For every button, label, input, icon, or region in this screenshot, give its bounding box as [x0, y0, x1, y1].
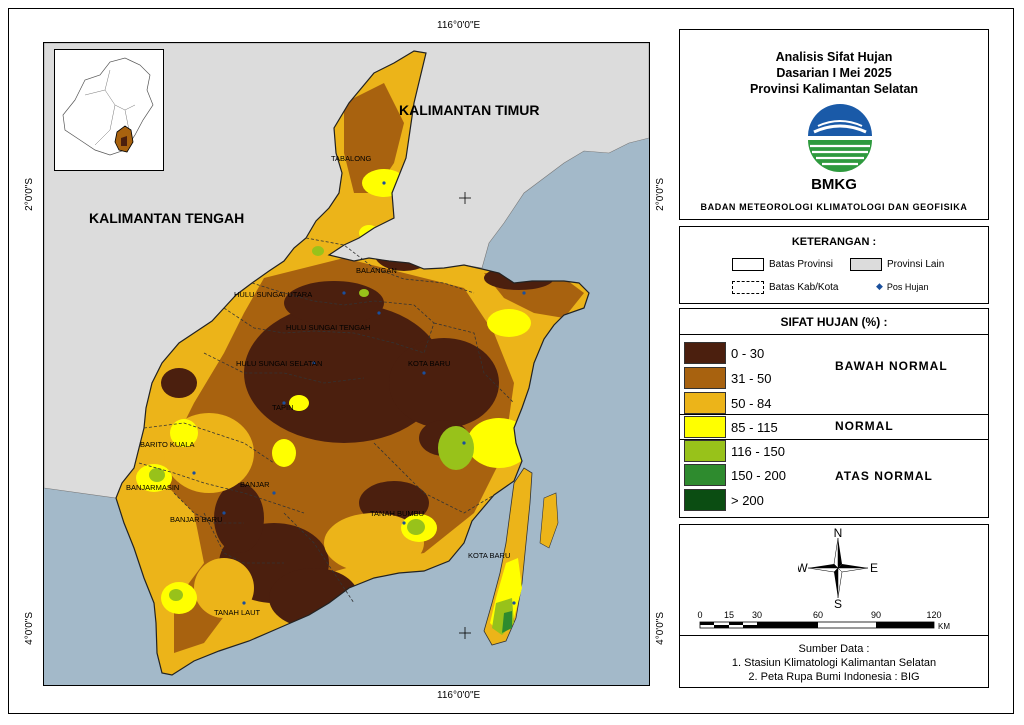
class-label: 116 - 150 — [731, 443, 785, 459]
scale-tick-15: 15 — [724, 610, 734, 620]
inset-map — [54, 49, 164, 171]
title-line-2: Dasarian I Mei 2025 — [776, 66, 892, 80]
label-tanah-bumbu: TANAH BUMBU — [370, 509, 424, 518]
divider-1 — [680, 334, 988, 335]
divider-3 — [680, 439, 988, 440]
scale-tick-30: 30 — [752, 610, 762, 620]
legend-provinsi-lain: Provinsi Lain — [850, 258, 944, 271]
bmkg-logo-text: BMKG — [811, 176, 857, 193]
label-banjarbaru: BANJAR BARU — [170, 515, 223, 524]
label-tabalong: TABALONG — [331, 154, 371, 163]
class-swatch — [684, 392, 726, 414]
legend-batas-kab-label: Batas Kab/Kota — [769, 282, 839, 293]
title-panel: Analisis Sifat Hujan Dasarian I Mei 2025… — [679, 29, 989, 220]
label-kotabaru-1: KOTA BARU — [408, 359, 450, 368]
legend-pos-hujan-label: Pos Hujan — [886, 281, 929, 292]
agency-name: BADAN METEOROLOGI KLIMATOLOGI DAN GEOFIS… — [700, 202, 968, 212]
class-swatch — [684, 342, 726, 364]
bmkg-logo — [808, 104, 872, 172]
scale-bar: 0 15 30 60 90 120 KM — [697, 610, 950, 631]
scale-unit: KM — [938, 622, 950, 631]
label-hst: HULU SUNGAI TENGAH — [286, 323, 370, 332]
scale-tick-120: 120 — [926, 610, 941, 620]
class-row: 50 - 84 — [684, 391, 986, 415]
source-panel: Sumber Data : 1. Stasiun Klimatologi Kal… — [679, 636, 989, 688]
class-swatch — [684, 464, 726, 486]
compass-n: N — [834, 528, 843, 540]
cat-atas-normal: ATAS NORMAL — [835, 469, 933, 483]
compass-w: W — [798, 561, 808, 575]
legend-batas-kab: Batas Kab/Kota — [732, 281, 839, 294]
source-title: Sumber Data : — [798, 643, 870, 655]
class-label: 31 - 50 — [731, 370, 772, 386]
district-boundaries — [138, 237, 515, 604]
scale-tick-90: 90 — [871, 610, 881, 620]
swatch-batas-provinsi — [732, 258, 764, 271]
rain-posts — [192, 181, 526, 605]
keterangan-title: KETERANGAN : — [791, 236, 877, 248]
label-banjarmasin: BANJARMASIN — [126, 483, 179, 492]
main-map[interactable]: KALIMANTAN TIMUR KALIMANTAN TENGAH TABAL… — [43, 42, 650, 686]
label-kalteng: KALIMANTAN TENGAH — [89, 210, 244, 226]
label-hsu: HULU SUNGAI UTARA — [234, 290, 312, 299]
north-arrow: N S E W — [798, 528, 878, 608]
cat-bawah-normal: BAWAH NORMAL — [835, 359, 948, 373]
compass-scale-panel: N S E W 0 15 30 60 90 120 KM — [679, 524, 989, 636]
scale-tick-60: 60 — [813, 610, 823, 620]
label-barito-kuala: BARITO KUALA — [140, 440, 194, 449]
swatch-provinsi-lain — [850, 258, 882, 271]
coord-right-lower: 4°0'0"S — [655, 612, 666, 645]
sifat-hujan-panel: SIFAT HUJAN (%) : 0 - 30 31 - 50 50 - 84 85… — [679, 308, 989, 518]
class-row: 116 - 150 — [684, 439, 986, 463]
coord-right-upper: 2°0'0"S — [655, 178, 666, 211]
label-kaltim: KALIMANTAN TIMUR — [399, 102, 540, 118]
class-label: 85 - 115 — [731, 419, 778, 435]
class-label: 150 - 200 — [731, 467, 786, 483]
class-row: > 200 — [684, 488, 986, 512]
class-swatch — [684, 367, 726, 389]
class-swatch — [684, 440, 726, 462]
source-line-1: 1. Stasiun Klimatologi Kalimantan Selata… — [731, 657, 937, 669]
coord-left-upper: 2°0'0"S — [24, 178, 35, 211]
coord-left-lower: 4°0'0"S — [24, 612, 35, 645]
class-row: 31 - 50 — [684, 366, 986, 390]
label-hss: HULU SUNGAI SELATAN — [236, 359, 322, 368]
label-tapin: TAPIN — [272, 403, 294, 412]
class-label: 0 - 30 — [731, 345, 765, 361]
coord-top: 116°0'0"E — [437, 20, 481, 31]
label-banjar: BANJAR — [240, 480, 270, 489]
swatch-batas-kab — [732, 281, 764, 294]
compass-e: E — [870, 561, 878, 575]
province-boundary — [115, 50, 590, 676]
title-line-3: Provinsi Kalimantan Selatan — [749, 82, 919, 96]
divider-2 — [680, 414, 988, 415]
map-canvas: KALIMANTAN TIMUR KALIMANTAN TENGAH TABAL… — [44, 43, 649, 676]
source-line-2: 2. Peta Rupa Bumi Indonesia : BIG — [748, 671, 920, 683]
scale-tick-0: 0 — [697, 610, 702, 620]
legend-provinsi-lain-label: Provinsi Lain — [887, 259, 945, 270]
legend-batas-provinsi: Batas Provinsi — [732, 258, 833, 271]
coord-bottom: 116°0'0"E — [437, 690, 481, 701]
class-swatch — [684, 416, 726, 438]
small-island — [539, 492, 559, 549]
label-balangan: BALANGAN — [356, 266, 397, 275]
class-row: 150 - 200 — [684, 463, 986, 487]
legend-pos-hujan: ◆ Pos Hujan — [876, 281, 928, 292]
class-label: > 200 — [731, 492, 764, 508]
keterangan-panel: KETERANGAN : Batas Provinsi Provinsi Lai… — [679, 226, 989, 304]
compass-s: S — [834, 597, 842, 608]
sifat-hujan-title: SIFAT HUJAN (%) : — [780, 315, 888, 329]
legend-batas-provinsi-label: Batas Provinsi — [769, 259, 833, 270]
class-label: 50 - 84 — [731, 395, 772, 411]
pos-hujan-icon: ◆ — [876, 281, 883, 291]
title-line-1: Analisis Sifat Hujan — [775, 50, 893, 64]
label-kotabaru-2: KOTA BARU — [468, 551, 510, 560]
cat-normal: NORMAL — [835, 419, 894, 433]
class-row: 85 - 115 — [684, 415, 986, 439]
label-tanah-laut: TANAH LAUT — [214, 608, 261, 617]
class-swatch — [684, 489, 726, 511]
graticule-marks — [459, 192, 471, 639]
class-row: 0 - 30 — [684, 341, 986, 365]
map-frame — [8, 8, 1014, 714]
